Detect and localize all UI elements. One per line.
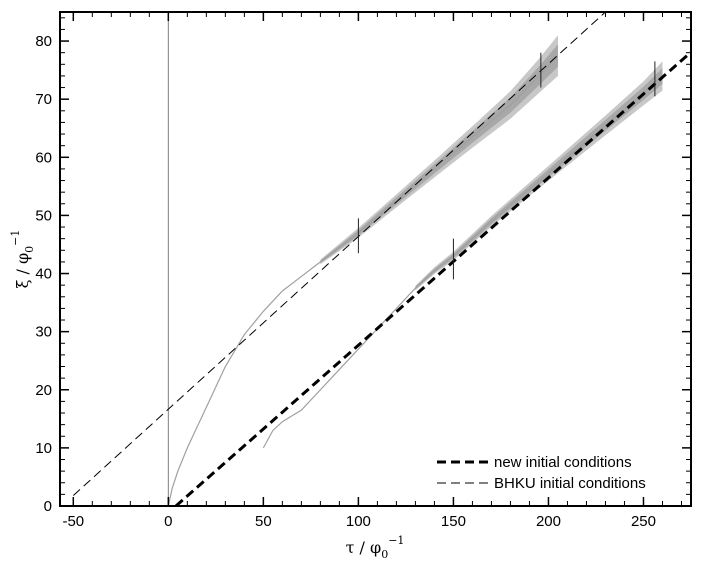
x-tick-label: 50 bbox=[255, 513, 272, 530]
y-tick-label: 70 bbox=[35, 91, 52, 108]
upper-curve bbox=[167, 55, 559, 506]
y-tick-label: 10 bbox=[35, 440, 52, 457]
x-tick-label: 100 bbox=[346, 513, 371, 530]
legend-label-bhku: BHKU initial conditions bbox=[494, 475, 646, 492]
x-tick-label: 0 bbox=[164, 513, 172, 530]
measured-curves bbox=[167, 55, 663, 506]
y-axis-label: ξ / φ0−1 bbox=[9, 230, 36, 289]
legend-label-new: new initial conditions bbox=[494, 454, 632, 471]
x-tick-label: -50 bbox=[62, 513, 84, 530]
x-tick-label: 250 bbox=[631, 513, 656, 530]
plot-frame bbox=[59, 11, 692, 507]
axis-ticks bbox=[60, 12, 691, 507]
x-axis-label: τ / φ0−1 bbox=[346, 534, 405, 561]
fit-line-new-initial-conditions bbox=[174, 50, 691, 506]
error-bars bbox=[357, 52, 656, 280]
tick-labels: -50 0 50 100 150 200 250 0 10 20 30 40 50 60 70 80 bbox=[35, 33, 656, 530]
y-tick-label: 50 bbox=[35, 207, 52, 224]
legend: new initial conditions BHKU initial cond… bbox=[437, 454, 646, 492]
y-tick-label: 20 bbox=[35, 382, 52, 399]
fit-lines bbox=[72, 12, 691, 506]
y-tick-label: 0 bbox=[44, 498, 52, 515]
fit-line-bhku-initial-conditions bbox=[72, 12, 606, 496]
y-tick-label: 60 bbox=[35, 149, 52, 166]
x-tick-label: 150 bbox=[441, 513, 466, 530]
y-tick-label: 40 bbox=[35, 266, 52, 283]
upper-curve-band bbox=[320, 35, 558, 265]
y-tick-label: 80 bbox=[35, 33, 52, 50]
lower-curve bbox=[262, 75, 663, 449]
y-tick-label: 30 bbox=[35, 324, 52, 341]
x-tick-label: 200 bbox=[536, 513, 561, 530]
